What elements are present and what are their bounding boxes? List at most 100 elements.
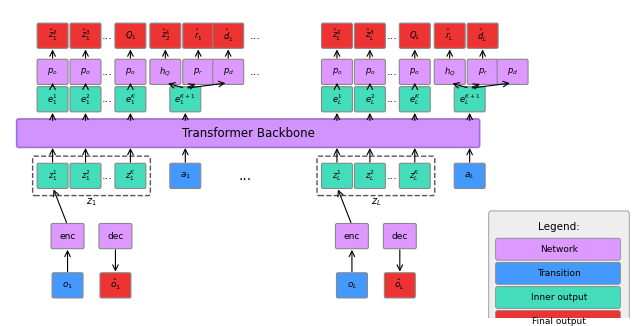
FancyBboxPatch shape <box>37 59 68 84</box>
Text: $\hat{r}_1$: $\hat{r}_1$ <box>194 28 203 43</box>
FancyBboxPatch shape <box>399 87 430 112</box>
FancyBboxPatch shape <box>495 287 620 308</box>
Text: $h_Q$: $h_Q$ <box>444 66 456 78</box>
FancyBboxPatch shape <box>150 59 181 84</box>
Text: $\hat{z}_L^3$: $\hat{z}_L^3$ <box>365 28 375 43</box>
FancyBboxPatch shape <box>495 262 620 284</box>
FancyBboxPatch shape <box>150 23 181 48</box>
Text: $z_L^2$: $z_L^2$ <box>365 169 375 183</box>
FancyBboxPatch shape <box>399 163 430 188</box>
Text: $a_L$: $a_L$ <box>465 170 475 181</box>
Text: $\hat{z}_L^2$: $\hat{z}_L^2$ <box>332 28 342 43</box>
FancyBboxPatch shape <box>355 87 385 112</box>
Text: Transition: Transition <box>537 269 581 278</box>
FancyBboxPatch shape <box>435 59 465 84</box>
Text: $\hat{d}_L$: $\hat{d}_L$ <box>477 28 488 44</box>
FancyBboxPatch shape <box>37 163 68 188</box>
FancyBboxPatch shape <box>385 273 415 298</box>
FancyBboxPatch shape <box>399 59 430 84</box>
Text: $p_o$: $p_o$ <box>125 67 136 77</box>
FancyBboxPatch shape <box>454 87 485 112</box>
Text: $e_L^K$: $e_L^K$ <box>409 92 420 107</box>
FancyBboxPatch shape <box>115 163 146 188</box>
FancyBboxPatch shape <box>355 59 385 84</box>
Text: $\hat{z}_2^1$: $\hat{z}_2^1$ <box>161 28 170 43</box>
Text: ...: ... <box>239 169 252 183</box>
Text: Inner output: Inner output <box>531 293 587 302</box>
Text: $\hat{o}_L$: $\hat{o}_L$ <box>394 278 405 292</box>
FancyBboxPatch shape <box>355 23 385 48</box>
FancyBboxPatch shape <box>495 311 620 326</box>
Text: $Q_L$: $Q_L$ <box>409 29 420 42</box>
Text: $z_L^K$: $z_L^K$ <box>409 169 420 183</box>
FancyBboxPatch shape <box>70 23 101 48</box>
Text: $o_L$: $o_L$ <box>347 280 357 290</box>
Text: $p_o$: $p_o$ <box>365 67 375 77</box>
Text: ...: ... <box>387 31 397 41</box>
FancyBboxPatch shape <box>467 23 498 48</box>
Text: $e_1^{K+1}$: $e_1^{K+1}$ <box>175 92 196 107</box>
Text: Network: Network <box>540 245 578 254</box>
FancyBboxPatch shape <box>497 59 528 84</box>
FancyBboxPatch shape <box>212 59 244 84</box>
Text: dec: dec <box>108 231 124 241</box>
FancyBboxPatch shape <box>321 163 353 188</box>
Text: $e_1^K$: $e_1^K$ <box>125 92 136 107</box>
Text: $h_Q$: $h_Q$ <box>159 66 171 78</box>
Text: $z_L$: $z_L$ <box>371 196 381 208</box>
Text: ...: ... <box>387 67 397 77</box>
FancyBboxPatch shape <box>383 224 416 249</box>
FancyBboxPatch shape <box>37 23 68 48</box>
Text: ...: ... <box>387 171 397 181</box>
Text: $p_o$: $p_o$ <box>80 67 91 77</box>
FancyBboxPatch shape <box>321 23 353 48</box>
Text: $\hat{z}_1^3$: $\hat{z}_1^3$ <box>81 28 90 43</box>
FancyBboxPatch shape <box>17 119 479 147</box>
Text: $z_1^2$: $z_1^2$ <box>81 169 90 183</box>
Text: $p_d$: $p_d$ <box>223 67 234 77</box>
Text: ...: ... <box>102 31 113 41</box>
FancyBboxPatch shape <box>70 87 101 112</box>
FancyBboxPatch shape <box>51 224 84 249</box>
FancyBboxPatch shape <box>335 224 369 249</box>
FancyBboxPatch shape <box>399 23 430 48</box>
Text: $\hat{r}_L$: $\hat{r}_L$ <box>445 28 454 43</box>
Text: $o_1$: $o_1$ <box>62 280 73 290</box>
Text: Final output: Final output <box>532 317 586 326</box>
Text: $p_o$: $p_o$ <box>332 67 342 77</box>
Text: $Q_1$: $Q_1$ <box>125 29 136 42</box>
Text: $e_1^1$: $e_1^1$ <box>47 92 58 107</box>
FancyBboxPatch shape <box>52 273 83 298</box>
FancyBboxPatch shape <box>100 273 131 298</box>
Text: ...: ... <box>102 67 113 77</box>
Text: enc: enc <box>60 231 76 241</box>
Text: ...: ... <box>250 31 260 41</box>
Text: ...: ... <box>250 67 260 77</box>
Text: enc: enc <box>344 231 360 241</box>
Text: ...: ... <box>102 171 113 181</box>
FancyBboxPatch shape <box>183 59 214 84</box>
Text: $p_o$: $p_o$ <box>47 67 58 77</box>
Text: $a_1$: $a_1$ <box>180 170 191 181</box>
FancyBboxPatch shape <box>467 59 498 84</box>
FancyBboxPatch shape <box>70 59 101 84</box>
Text: $z_1^K$: $z_1^K$ <box>125 169 136 183</box>
FancyBboxPatch shape <box>170 163 201 188</box>
Text: $e_L^1$: $e_L^1$ <box>332 92 342 107</box>
FancyBboxPatch shape <box>170 87 201 112</box>
Text: $z_1$: $z_1$ <box>86 196 97 208</box>
Text: Transformer Backbone: Transformer Backbone <box>182 127 315 140</box>
FancyBboxPatch shape <box>495 238 620 260</box>
FancyBboxPatch shape <box>115 59 146 84</box>
FancyBboxPatch shape <box>321 59 353 84</box>
Text: $\hat{d}_1$: $\hat{d}_1$ <box>223 28 234 44</box>
FancyBboxPatch shape <box>337 273 367 298</box>
FancyBboxPatch shape <box>355 163 385 188</box>
FancyBboxPatch shape <box>488 211 629 326</box>
Text: $e_1^2$: $e_1^2$ <box>80 92 91 107</box>
FancyBboxPatch shape <box>70 163 101 188</box>
FancyBboxPatch shape <box>454 163 485 188</box>
Text: $z_L^1$: $z_L^1$ <box>332 169 342 183</box>
FancyBboxPatch shape <box>99 224 132 249</box>
FancyBboxPatch shape <box>37 87 68 112</box>
